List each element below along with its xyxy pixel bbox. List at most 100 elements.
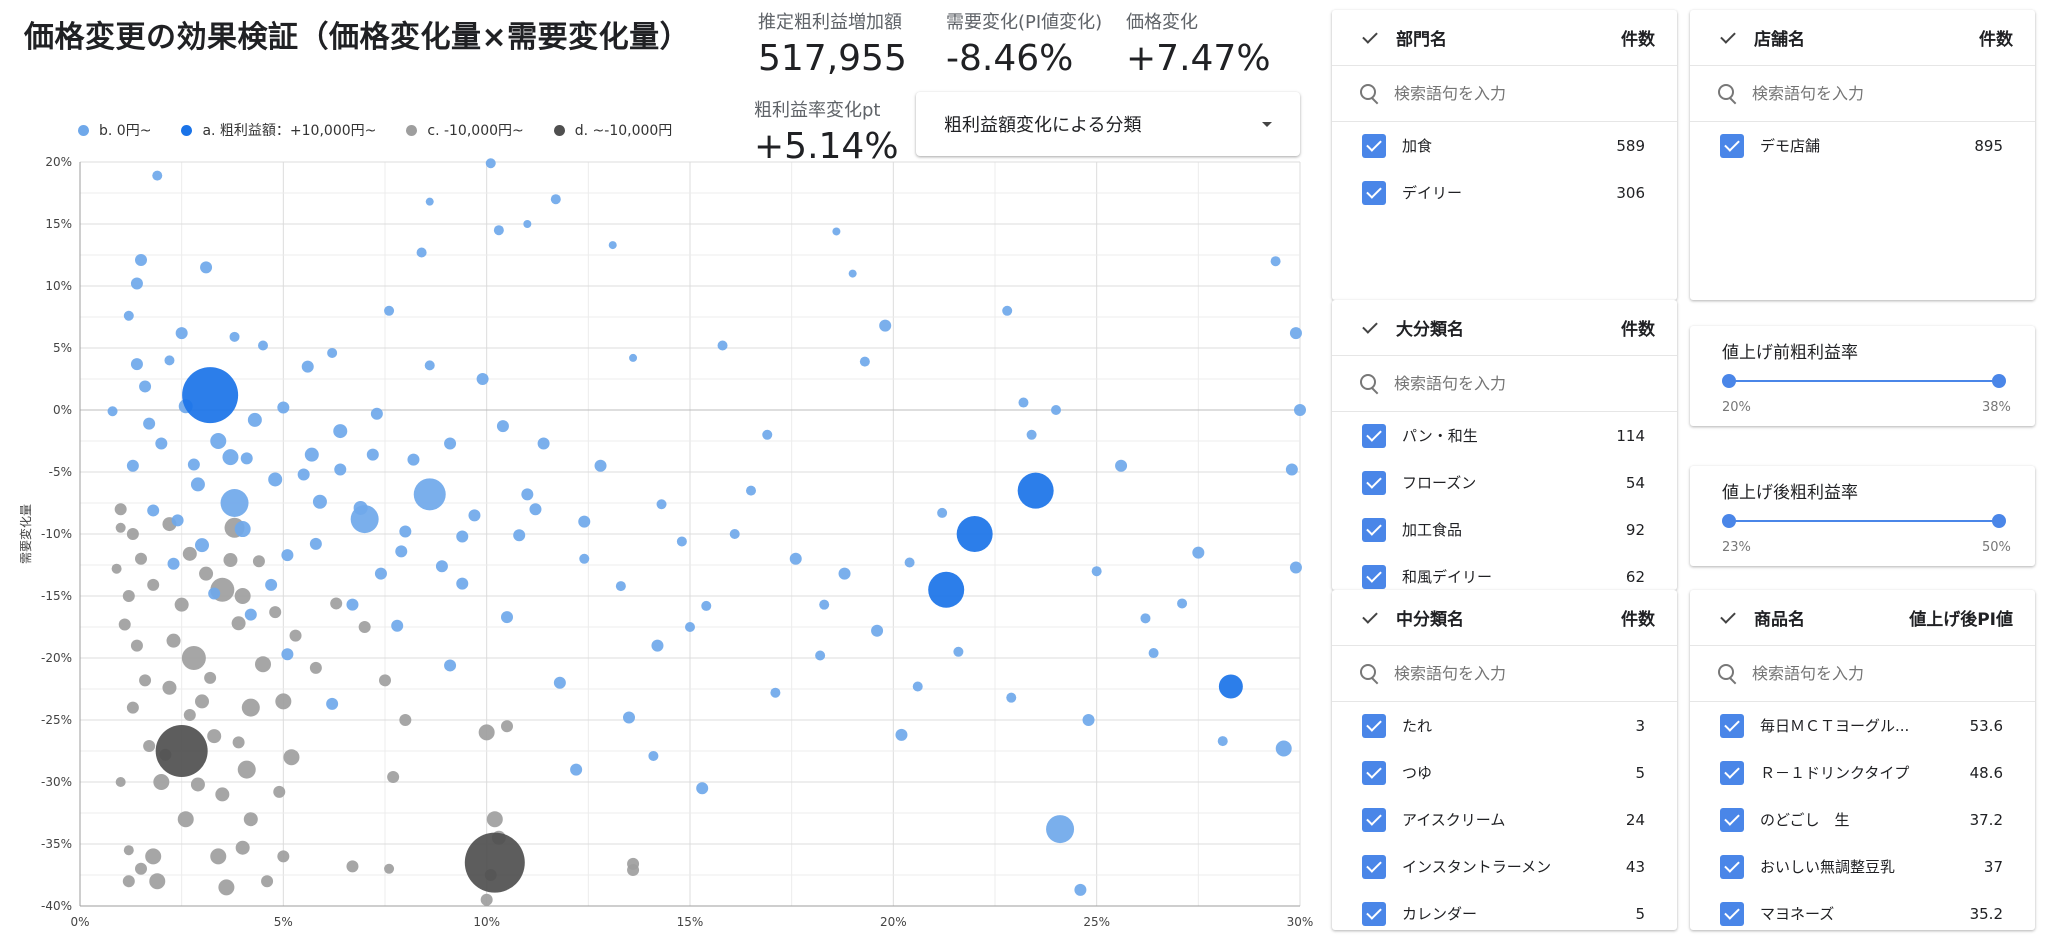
data-point[interactable] xyxy=(623,711,635,724)
data-point[interactable] xyxy=(570,763,583,776)
data-point[interactable] xyxy=(126,701,139,714)
data-point[interactable] xyxy=(384,305,395,316)
data-point[interactable] xyxy=(145,848,162,865)
data-point[interactable] xyxy=(114,503,127,516)
data-point[interactable] xyxy=(143,417,156,430)
checkbox-checked-icon[interactable] xyxy=(1362,564,1386,589)
data-point[interactable] xyxy=(304,447,319,462)
filter-item[interactable]: フローズン 54 xyxy=(1332,459,1677,506)
data-point[interactable] xyxy=(190,777,205,792)
data-point[interactable] xyxy=(175,327,188,340)
data-point[interactable] xyxy=(937,507,948,518)
data-point[interactable] xyxy=(147,504,160,517)
filter-item[interactable]: 加工食品 92 xyxy=(1332,506,1677,553)
data-point[interactable] xyxy=(222,449,239,466)
data-point[interactable] xyxy=(629,353,638,362)
data-point[interactable] xyxy=(123,845,134,856)
data-point[interactable] xyxy=(195,538,209,553)
select-all-check-icon[interactable] xyxy=(1718,27,1740,49)
filter-item[interactable]: たれ 3 xyxy=(1332,702,1677,749)
data-point[interactable] xyxy=(370,407,383,420)
data-point[interactable] xyxy=(126,528,139,540)
checkbox-checked-icon[interactable] xyxy=(1362,180,1386,205)
data-point[interactable] xyxy=(182,367,239,424)
slider-min-handle[interactable] xyxy=(1722,514,1736,528)
legend-item-c[interactable]: c. -10,000円~ xyxy=(406,120,524,140)
data-point[interactable] xyxy=(143,740,156,753)
filter-item[interactable]: おいしい無調整豆乳 37 xyxy=(1690,843,2035,890)
data-point[interactable] xyxy=(200,261,213,274)
data-point[interactable] xyxy=(1051,405,1061,415)
checkbox-checked-icon[interactable] xyxy=(1362,760,1386,785)
data-point[interactable] xyxy=(701,600,712,611)
data-point[interactable] xyxy=(177,811,194,828)
slider-min-handle[interactable] xyxy=(1722,374,1736,388)
data-point[interactable] xyxy=(220,489,249,517)
data-point[interactable] xyxy=(1289,561,1302,574)
data-point[interactable] xyxy=(956,516,993,552)
data-point[interactable] xyxy=(819,599,830,610)
data-point[interactable] xyxy=(444,437,457,450)
filter-item[interactable]: マヨネーズ 35.2 xyxy=(1690,890,2035,930)
data-point[interactable] xyxy=(746,485,756,496)
data-point[interactable] xyxy=(413,478,446,511)
data-point[interactable] xyxy=(832,227,841,236)
search-input[interactable] xyxy=(1394,664,1649,683)
data-point[interactable] xyxy=(579,553,590,564)
data-point[interactable] xyxy=(395,545,408,558)
data-point[interactable] xyxy=(265,578,278,591)
data-point[interactable] xyxy=(261,875,274,888)
data-point[interactable] xyxy=(232,736,245,749)
checkbox-checked-icon[interactable] xyxy=(1720,713,1744,738)
data-point[interactable] xyxy=(399,525,412,538)
data-point[interactable] xyxy=(374,567,387,580)
data-point[interactable] xyxy=(268,472,283,487)
data-point[interactable] xyxy=(155,437,168,450)
filter-item[interactable]: インスタントラーメン 43 xyxy=(1332,843,1677,890)
data-point[interactable] xyxy=(231,616,246,631)
data-point[interactable] xyxy=(685,622,695,632)
filter-item[interactable]: Ｒ－１ドリンクタイプ 48.6 xyxy=(1690,749,2035,796)
data-point[interactable] xyxy=(358,621,371,633)
data-point[interactable] xyxy=(770,687,781,698)
data-point[interactable] xyxy=(486,811,503,828)
data-point[interactable] xyxy=(608,241,617,250)
data-point[interactable] xyxy=(1091,566,1102,577)
legend-item-d[interactable]: d. ~-10,000円 xyxy=(553,120,672,140)
select-all-check-icon[interactable] xyxy=(1360,607,1382,629)
checkbox-checked-icon[interactable] xyxy=(1362,807,1386,832)
checkbox-checked-icon[interactable] xyxy=(1362,423,1386,448)
data-point[interactable] xyxy=(493,225,504,236)
select-all-check-icon[interactable] xyxy=(1718,607,1740,629)
data-point[interactable] xyxy=(223,553,238,568)
data-point[interactable] xyxy=(1177,598,1188,609)
data-point[interactable] xyxy=(676,536,687,547)
data-point[interactable] xyxy=(496,420,509,433)
data-point[interactable] xyxy=(1148,648,1159,659)
data-point[interactable] xyxy=(399,714,412,726)
data-point[interactable] xyxy=(149,873,166,890)
checkbox-checked-icon[interactable] xyxy=(1720,901,1744,926)
data-point[interactable] xyxy=(269,606,282,619)
data-point[interactable] xyxy=(234,588,251,604)
data-point[interactable] xyxy=(353,500,368,515)
data-point[interactable] xyxy=(326,697,339,710)
data-point[interactable] xyxy=(762,429,773,440)
data-point[interactable] xyxy=(789,552,802,565)
data-point[interactable] xyxy=(277,401,290,414)
data-point[interactable] xyxy=(167,557,180,570)
data-point[interactable] xyxy=(195,694,209,709)
data-point[interactable] xyxy=(425,197,434,206)
data-point[interactable] xyxy=(123,310,134,321)
checkbox-checked-icon[interactable] xyxy=(1362,901,1386,926)
data-point[interactable] xyxy=(346,860,359,873)
data-point[interactable] xyxy=(456,530,469,543)
data-point[interactable] xyxy=(301,360,314,373)
data-point[interactable] xyxy=(1294,404,1306,416)
filter-item[interactable]: アイスクリーム 24 xyxy=(1332,796,1677,843)
slider-track[interactable] xyxy=(1728,380,2000,382)
data-point[interactable] xyxy=(424,360,435,371)
data-point[interactable] xyxy=(1140,613,1151,624)
data-point[interactable] xyxy=(1270,256,1281,267)
select-all-check-icon[interactable] xyxy=(1360,27,1382,49)
